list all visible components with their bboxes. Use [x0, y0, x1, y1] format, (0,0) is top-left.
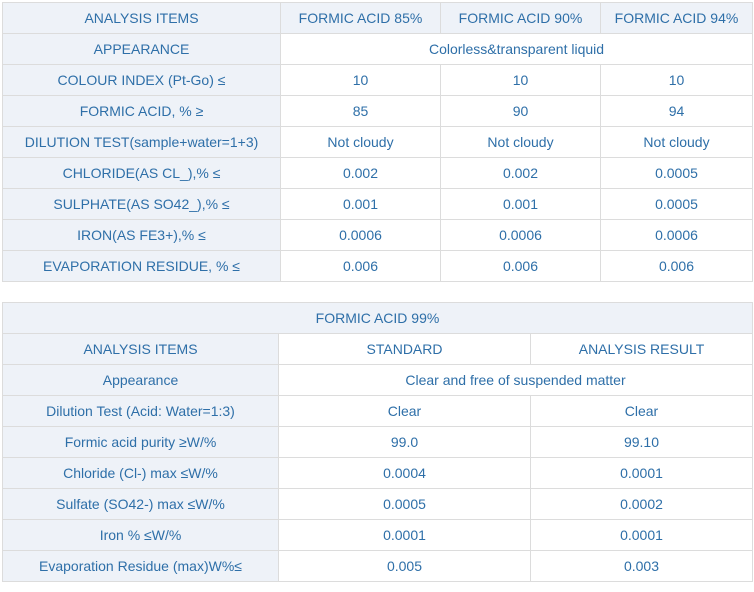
- cell: 0.0005: [600, 188, 753, 220]
- row-label: DILUTION TEST(sample+water=1+3): [2, 126, 281, 158]
- row-label: APPEARANCE: [2, 33, 281, 65]
- cell: 85: [280, 95, 441, 127]
- cell: Not cloudy: [440, 126, 601, 158]
- row-label: Evaporation Residue (max)W%≤: [2, 550, 279, 582]
- row-label: Sulfate (SO42-) max ≤W/%: [2, 488, 279, 520]
- appearance-value: Clear and free of suspended matter: [278, 364, 753, 396]
- table-row: Sulfate (SO42-) max ≤W/% 0.0005 0.0002: [2, 488, 753, 520]
- cell: 0.0006: [600, 219, 753, 251]
- row-label: FORMIC ACID, % ≥: [2, 95, 281, 127]
- row-label: SULPHATE(AS SO42_),% ≤: [2, 188, 281, 220]
- cell: 0.006: [440, 250, 601, 282]
- header-cell: ANALYSIS RESULT: [530, 333, 753, 365]
- table-row: Chloride (Cl-) max ≤W/% 0.0004 0.0001: [2, 457, 753, 489]
- formic-acid-99-table: FORMIC ACID 99% ANALYSIS ITEMS STANDARD …: [2, 302, 753, 582]
- cell: 0.0001: [530, 457, 753, 489]
- header-cell: STANDARD: [278, 333, 531, 365]
- table-row: Formic acid purity ≥W/% 99.0 99.10: [2, 426, 753, 458]
- table-row: DILUTION TEST(sample+water=1+3) Not clou…: [2, 126, 753, 158]
- cell: 10: [440, 64, 601, 96]
- appearance-value: Colorless&transparent liquid: [280, 33, 753, 65]
- table-row: SULPHATE(AS SO42_),% ≤ 0.001 0.001 0.000…: [2, 188, 753, 220]
- cell: 0.0001: [278, 519, 531, 551]
- cell: 0.006: [600, 250, 753, 282]
- cell: Not cloudy: [600, 126, 753, 158]
- header-cell: FORMIC ACID 85%: [280, 2, 441, 34]
- cell: 0.0005: [278, 488, 531, 520]
- row-label: COLOUR INDEX (Pt-Go) ≤: [2, 64, 281, 96]
- row-label: Formic acid purity ≥W/%: [2, 426, 279, 458]
- cell: 0.006: [280, 250, 441, 282]
- table-row: Evaporation Residue (max)W%≤ 0.005 0.003: [2, 550, 753, 582]
- table-row: Iron % ≤W/% 0.0001 0.0001: [2, 519, 753, 551]
- row-label: CHLORIDE(AS CL_),% ≤: [2, 157, 281, 189]
- cell: 94: [600, 95, 753, 127]
- cell: 0.0002: [530, 488, 753, 520]
- table-row: COLOUR INDEX (Pt-Go) ≤ 10 10 10: [2, 64, 753, 96]
- header-cell: ANALYSIS ITEMS: [2, 2, 281, 34]
- table-row: FORMIC ACID, % ≥ 85 90 94: [2, 95, 753, 127]
- row-label: Iron % ≤W/%: [2, 519, 279, 551]
- cell: Not cloudy: [280, 126, 441, 158]
- cell: 0.001: [440, 188, 601, 220]
- cell: 0.005: [278, 550, 531, 582]
- table-row: CHLORIDE(AS CL_),% ≤ 0.002 0.002 0.0005: [2, 157, 753, 189]
- cell: Clear: [530, 395, 753, 427]
- row-label: IRON(AS FE3+),% ≤: [2, 219, 281, 251]
- cell: 0.0006: [440, 219, 601, 251]
- formic-acid-grades-table: ANALYSIS ITEMS FORMIC ACID 85% FORMIC AC…: [2, 2, 753, 282]
- cell: 90: [440, 95, 601, 127]
- cell: 0.001: [280, 188, 441, 220]
- table-row: IRON(AS FE3+),% ≤ 0.0006 0.0006 0.0006: [2, 219, 753, 251]
- table-title: FORMIC ACID 99%: [2, 302, 753, 334]
- header-cell: ANALYSIS ITEMS: [2, 333, 279, 365]
- cell: 0.0006: [280, 219, 441, 251]
- table-title-row: FORMIC ACID 99%: [2, 302, 753, 334]
- cell: 0.002: [440, 157, 601, 189]
- table-header-row: ANALYSIS ITEMS STANDARD ANALYSIS RESULT: [2, 333, 753, 365]
- cell: 0.0005: [600, 157, 753, 189]
- cell: 10: [600, 64, 753, 96]
- header-cell: FORMIC ACID 90%: [440, 2, 601, 34]
- table-row: Dilution Test (Acid: Water=1:3) Clear Cl…: [2, 395, 753, 427]
- cell: 99.0: [278, 426, 531, 458]
- table-row: EVAPORATION RESIDUE, % ≤ 0.006 0.006 0.0…: [2, 250, 753, 282]
- row-label: EVAPORATION RESIDUE, % ≤: [2, 250, 281, 282]
- row-label: Appearance: [2, 364, 279, 396]
- row-label: Chloride (Cl-) max ≤W/%: [2, 457, 279, 489]
- row-label: Dilution Test (Acid: Water=1:3): [2, 395, 279, 427]
- table-row: Appearance Clear and free of suspended m…: [2, 364, 753, 396]
- table-row: APPEARANCE Colorless&transparent liquid: [2, 33, 753, 65]
- cell: Clear: [278, 395, 531, 427]
- cell: 99.10: [530, 426, 753, 458]
- table-header-row: ANALYSIS ITEMS FORMIC ACID 85% FORMIC AC…: [2, 2, 753, 34]
- cell: 0.002: [280, 157, 441, 189]
- cell: 0.0004: [278, 457, 531, 489]
- cell: 0.0001: [530, 519, 753, 551]
- header-cell: FORMIC ACID 94%: [600, 2, 753, 34]
- cell: 0.003: [530, 550, 753, 582]
- cell: 10: [280, 64, 441, 96]
